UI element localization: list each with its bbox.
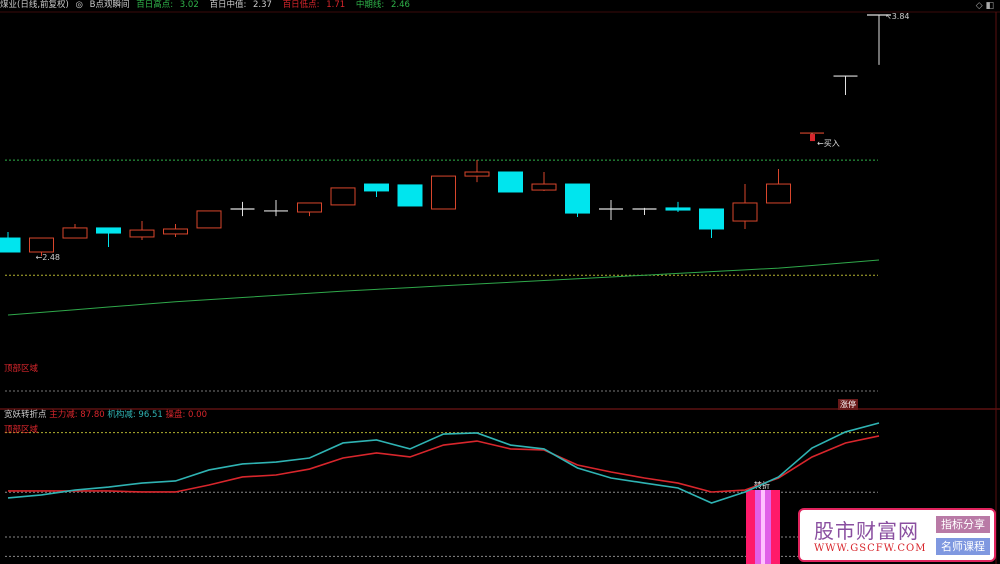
candle-up [431,175,456,210]
institution-line [7,422,880,504]
main-zone-label: 顶部区域 [4,364,39,374]
metric-low: 百日低点: 1.71 [282,0,346,10]
candle-down [498,171,523,193]
watermark-title: 股市财富网 [814,519,919,543]
candle-up [732,202,758,222]
indicator-name[interactable]: B点观瞬间 [89,0,130,10]
watermark-tag-share: 指标分享 [936,516,990,533]
mid-term-ma-line [7,259,880,316]
sub-chart-header: 宽妖转折点 主力减: 87.80 机构减: 96.51 操盘: 0.00 [4,410,207,420]
candle-up [62,227,88,239]
high-price-label: ↖3.84 [885,12,910,21]
top-icons: ◇ ◧ [976,1,994,11]
watermark-tag-course: 名师课程 [936,538,990,555]
candle-down [0,237,21,253]
buy-marker [810,134,815,142]
watermark-url: WWW.GSCFW.COM [814,543,927,554]
candle-up [766,183,791,204]
candle-down [699,208,724,230]
candle-up [29,237,54,253]
metric-ma: 中期线: 2.46 [355,0,410,10]
candle-up [531,183,557,191]
candle-up [129,229,155,238]
signal-bar-core [761,490,765,564]
sub-zone-label: 顶部区域 [4,425,39,435]
sub-chart-title[interactable]: 宽妖转折点 [4,410,47,420]
watermark-logo: 股市财富网 WWW.GSCFW.COM 指标分享 名师课程 [798,508,996,562]
candle-up [330,187,356,206]
candle-down [364,183,389,192]
candle-up [196,210,222,229]
stock-title[interactable]: 煤业(日线,前复权) [0,0,69,10]
candle-down [565,183,590,214]
limit-up-tag: 涨停 [838,399,858,410]
candle-up [297,202,322,213]
candle-down [665,207,691,211]
buy-label: ←买入 [817,139,840,148]
candle-down [397,184,423,207]
candle-up [163,228,188,235]
candle-down [96,227,121,234]
chart-header: 煤业(日线,前复权) ◎ B点观瞬间 百日高点: 3.02 百日中值: 2.37… [0,0,418,11]
settings-icon[interactable]: ◇ [975,1,983,11]
candle-up [464,171,490,177]
metric-high: 百日高点: 3.02 [136,0,199,10]
window-icon[interactable]: ◧ [985,1,994,11]
metric-mid: 百日中值: 2.37 [209,0,272,10]
main-force-line [8,435,880,493]
low-price-label: ←2.48 [36,253,61,262]
indicator-icon: ◎ [75,0,83,10]
